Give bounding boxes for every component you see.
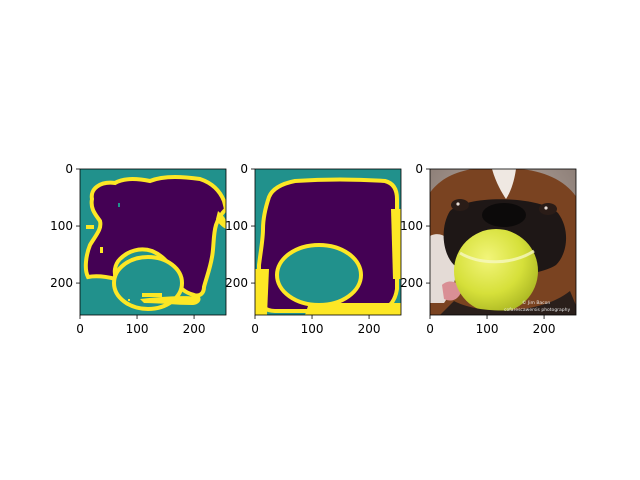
x-tick-label: 100 — [476, 322, 499, 336]
mask-left-edge — [255, 269, 269, 315]
mask-speckle — [118, 203, 120, 207]
axes-frame — [429, 168, 577, 316]
mask-speckle — [142, 293, 162, 297]
y-tick-label: 200 — [225, 276, 248, 290]
y-tick-label: 200 — [50, 276, 73, 290]
dog-nose — [482, 203, 526, 227]
x-tick-label: 200 — [533, 322, 556, 336]
x-tick-label: 200 — [183, 322, 206, 336]
mask-image-ground-truth — [255, 169, 401, 315]
x-tick-label: 200 — [358, 322, 381, 336]
y-tick-label: 200 — [400, 276, 423, 290]
photo-caption-line-1: © Jim Bacon — [522, 299, 550, 306]
eye-highlight — [456, 202, 460, 206]
x-tick-label: 0 — [251, 322, 259, 336]
tennis-ball-seam — [459, 249, 535, 264]
mask-speckle — [128, 299, 130, 301]
mask-ball-region — [275, 243, 363, 307]
x-tick-label: 100 — [126, 322, 149, 336]
y-tick-label: 0 — [65, 162, 73, 176]
dog-eye-right — [539, 203, 557, 215]
tennis-ball — [454, 229, 538, 313]
dog-photo: © Jim Bacon cofarescawersis photography — [430, 169, 576, 315]
mask-ball-edge — [140, 296, 201, 305]
mask-speckle — [86, 225, 94, 229]
mask-dog-region — [83, 175, 226, 298]
x-tick-label: 0 — [426, 322, 434, 336]
y-tick-label: 100 — [400, 219, 423, 233]
y-tick-label: 0 — [240, 162, 248, 176]
mask-right-edge — [216, 211, 226, 229]
y-tick-label: 100 — [225, 219, 248, 233]
dog-white-blaze — [492, 169, 516, 199]
panel-ground-truth-mask: 0 100 200 0 100 200 — [225, 162, 402, 336]
dog-eye-left — [451, 199, 469, 211]
mask-ball-region — [112, 255, 184, 311]
y-tick-label: 100 — [50, 219, 73, 233]
eye-highlight — [544, 206, 548, 210]
photo-caption-line-2: cofarescawersis photography — [504, 307, 570, 313]
x-tick-label: 100 — [301, 322, 324, 336]
mask-image-predicted — [80, 169, 226, 315]
axes-frame — [79, 168, 227, 316]
mask-speckle — [100, 247, 103, 253]
panel-photo: © Jim Bacon cofarescawersis photography … — [400, 162, 577, 336]
axes-frame — [254, 168, 402, 316]
panel-predicted-mask: 0 100 200 0 100 200 — [50, 162, 227, 336]
mask-right-edge — [391, 209, 401, 279]
x-tick-label: 0 — [76, 322, 84, 336]
dog-jaw — [440, 291, 576, 315]
y-tick-label: 0 — [415, 162, 423, 176]
mask-ball-bottom-edge — [305, 303, 401, 315]
